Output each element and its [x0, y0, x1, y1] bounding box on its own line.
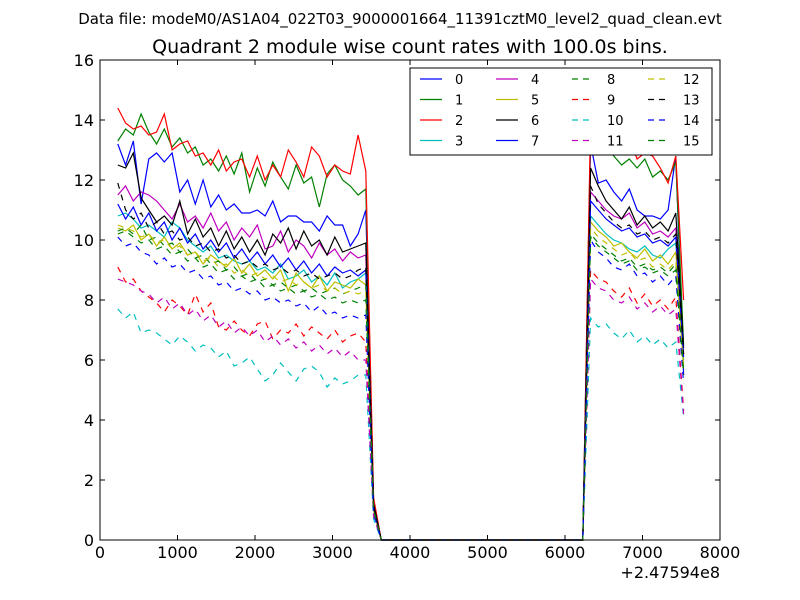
- ticks-layer: 0 1000 2000 3000 4000 5000 6000 7000 80000246810…: [74, 51, 741, 562]
- legend-label-9: 9: [607, 94, 615, 109]
- y-tick-label: 0: [84, 531, 94, 550]
- x-tick-label: 1000: [157, 543, 198, 562]
- legend-label-15: 15: [683, 135, 700, 150]
- x-tick-label: 0: [95, 543, 105, 562]
- x-tick-label: 5000: [467, 543, 508, 562]
- y-tick-label: 2: [84, 471, 94, 490]
- y-tick-label: 6: [84, 351, 94, 370]
- legend-label-0: 0: [455, 73, 463, 88]
- legend-label-7: 7: [531, 135, 539, 150]
- y-tick-label: 16: [74, 51, 94, 70]
- series-line-3: [117, 212, 685, 541]
- legend-label-14: 14: [683, 114, 700, 129]
- legend-label-12: 12: [683, 73, 700, 88]
- legend-label-6: 6: [531, 114, 539, 129]
- y-tick-label: 8: [84, 291, 94, 310]
- x-tick-label: 2000: [235, 543, 276, 562]
- legend-label-11: 11: [607, 135, 624, 150]
- legend-label-2: 2: [455, 114, 463, 129]
- series-line-12: [117, 224, 685, 541]
- series-line-5: [117, 220, 685, 541]
- x-tick-label: 7000: [622, 543, 663, 562]
- legend-label-3: 3: [455, 135, 463, 150]
- series-layer: [117, 107, 685, 541]
- legend-label-4: 4: [531, 73, 539, 88]
- suptitle: Data file: modeM0/AS1A04_022T03_90000016…: [78, 10, 722, 29]
- x-tick-label: 8000: [700, 543, 741, 562]
- legend-label-8: 8: [607, 73, 615, 88]
- y-tick-label: 12: [74, 171, 94, 190]
- legend-label-5: 5: [531, 94, 539, 109]
- series-line-8: [117, 223, 685, 541]
- series-line-14: [117, 236, 685, 541]
- series-line-2: [117, 107, 685, 541]
- series-line-4: [117, 184, 685, 541]
- legend-label-13: 13: [683, 94, 700, 109]
- x-tick-label: 4000: [390, 543, 431, 562]
- series-line-15: [117, 230, 685, 541]
- series-line-9: [117, 266, 685, 541]
- series-line-10: [117, 308, 685, 541]
- legend-label-1: 1: [455, 94, 463, 109]
- legend-label-10: 10: [607, 114, 624, 129]
- y-tick-label: 10: [74, 231, 94, 250]
- y-tick-label: 14: [74, 111, 94, 130]
- series-line-11: [117, 277, 685, 541]
- x-tick-label: 6000: [545, 543, 586, 562]
- x-offset-label: +2.47594e8: [620, 563, 720, 582]
- chart-title: Quadrant 2 module wise count rates with …: [152, 36, 668, 58]
- y-tick-label: 4: [84, 411, 94, 430]
- x-tick-label: 3000: [312, 543, 353, 562]
